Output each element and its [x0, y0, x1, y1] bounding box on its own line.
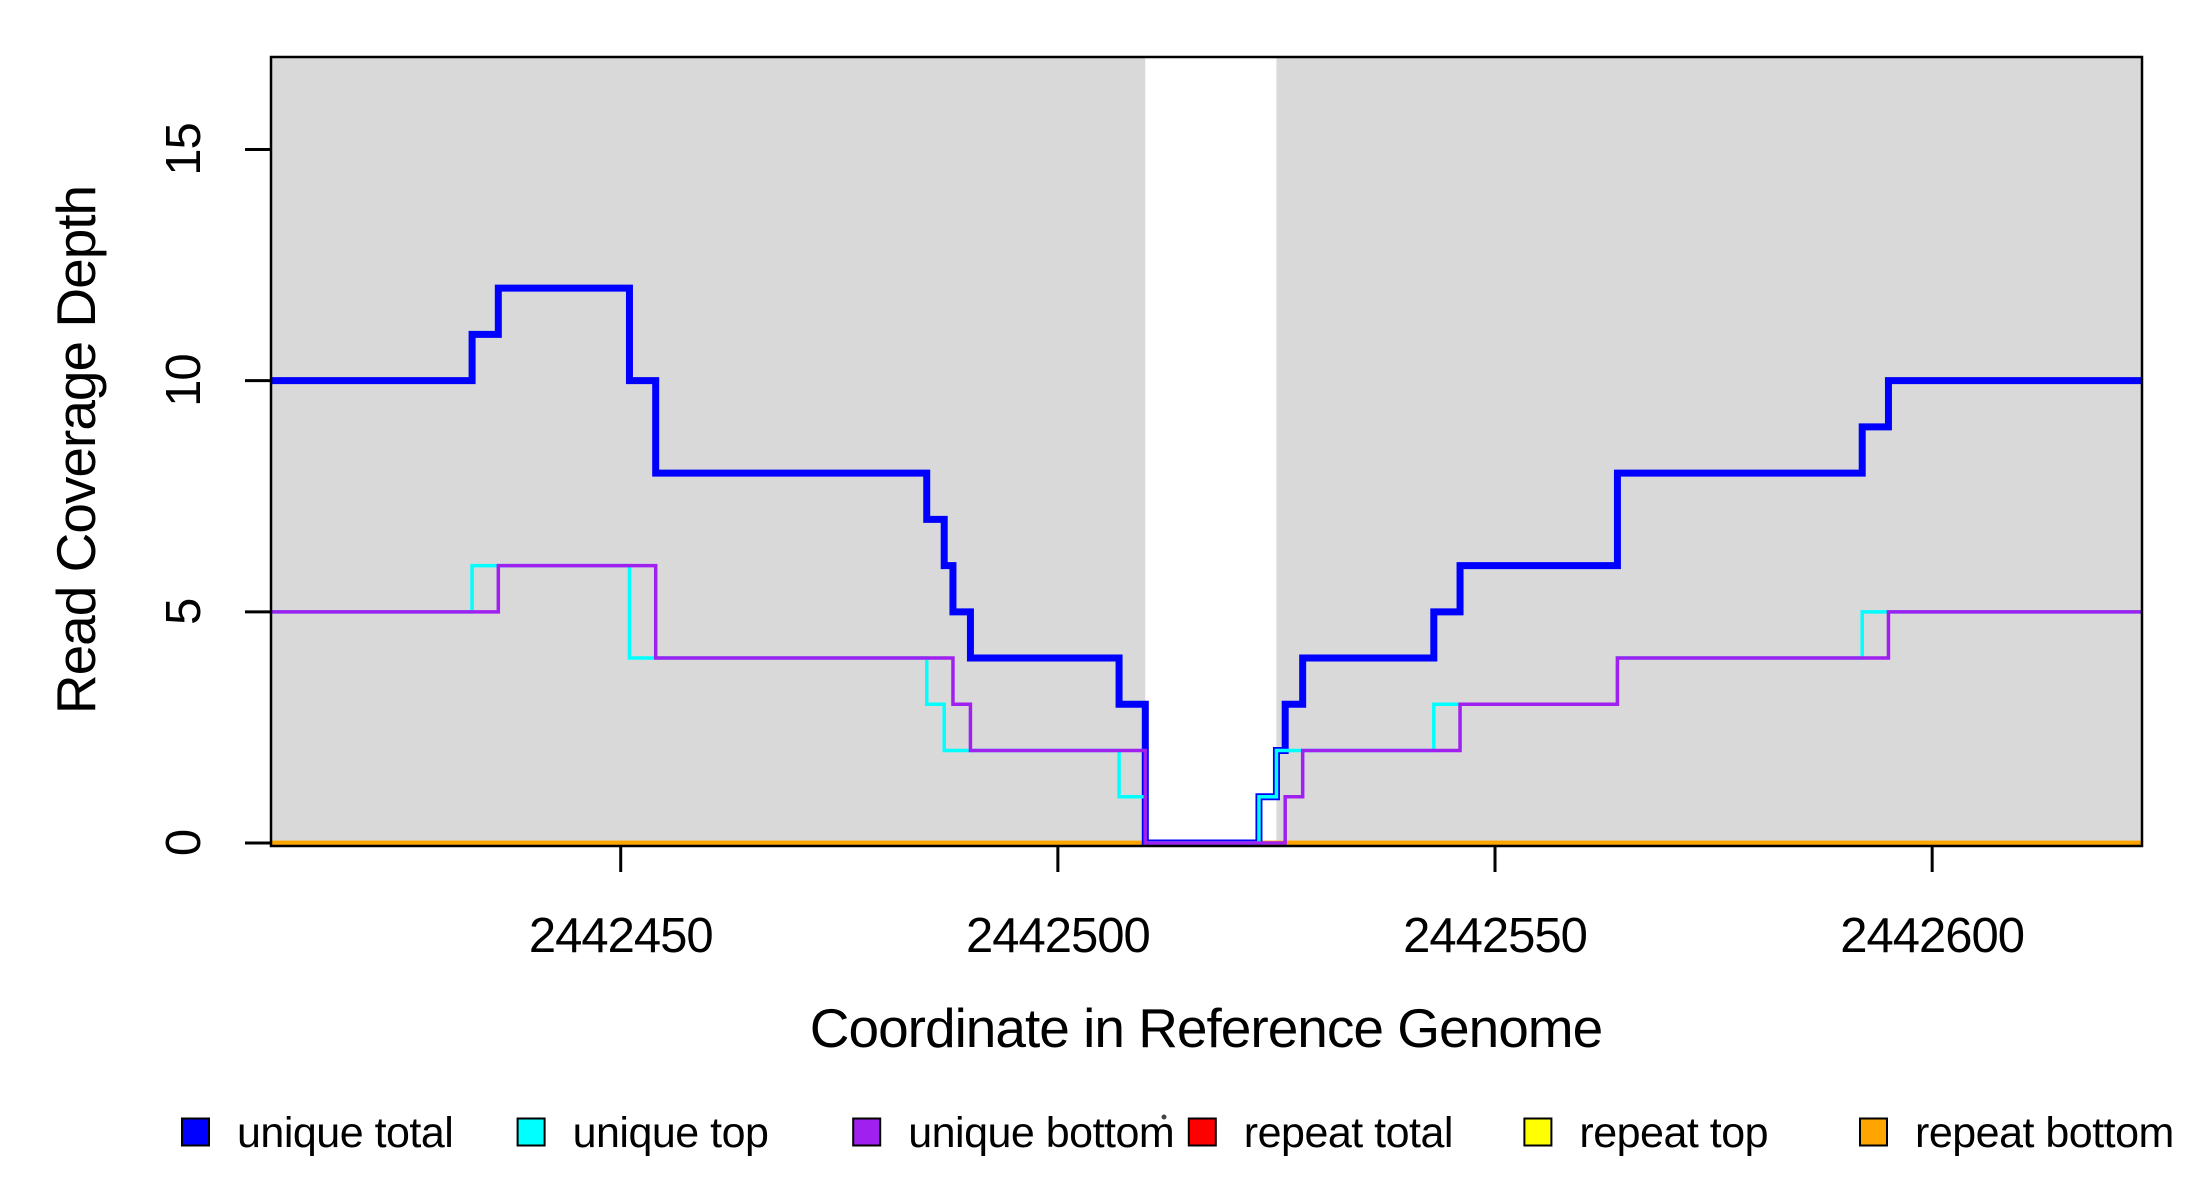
panel-backgrounds [271, 57, 2142, 846]
x-tick-label: 2442600 [1840, 909, 2024, 963]
stray-dot [1161, 1114, 1167, 1120]
legend-item-unique-top: unique top [516, 1109, 769, 1157]
legend: unique total unique top unique bottom repea… [181, 1109, 2174, 1157]
x-tick-label: 2442450 [529, 909, 713, 963]
legend-label: repeat bottom [1915, 1109, 2174, 1157]
y-axis: 0 5 10 15 [157, 123, 271, 856]
legend-label: repeat top [1579, 1109, 1768, 1157]
y-tick-label: 0 [157, 830, 211, 856]
legend-item-unique-total: unique total [181, 1109, 454, 1157]
y-tick-label: 5 [157, 599, 211, 625]
legend-swatch-repeat-total [1187, 1117, 1217, 1147]
y-tick-label: 15 [157, 123, 211, 176]
legend-swatch-unique-bottom [852, 1117, 882, 1147]
x-axis-title: Coordinate in Reference Genome [810, 997, 1602, 1059]
legend-label: unique total [237, 1109, 453, 1157]
legend-item-repeat-top: repeat top [1523, 1109, 1769, 1157]
x-tick-label: 2442500 [966, 909, 1150, 963]
legend-swatch-unique-total [181, 1117, 210, 1147]
shaded-region-0 [271, 57, 1146, 846]
y-tick-label: 10 [157, 354, 211, 407]
shaded-region-1 [1276, 57, 2142, 846]
legend-swatch-unique-top [516, 1117, 546, 1147]
x-axis: 2442450 2442500 2442550 2442600 [529, 846, 2025, 963]
legend-swatch-repeat-top [1523, 1117, 1553, 1147]
x-tick-label: 2442550 [1403, 909, 1587, 963]
series-line-unique-bottom [271, 563, 2142, 845]
legend-label: unique bottom [908, 1109, 1174, 1157]
plot-border-box [269, 55, 2144, 848]
legend-label: unique top [573, 1109, 769, 1157]
legend-label: repeat total [1244, 1109, 1453, 1157]
legend-item-repeat-bottom: repeat bottom [1859, 1109, 2174, 1157]
series-lines [271, 284, 2142, 847]
legend-swatch-repeat-bottom [1859, 1117, 1888, 1147]
y-axis-title: Read Coverage Depth [45, 186, 107, 714]
legend-item-repeat-total: repeat total [1187, 1109, 1453, 1157]
legend-item-unique-bottom: unique bottom [852, 1109, 1175, 1157]
